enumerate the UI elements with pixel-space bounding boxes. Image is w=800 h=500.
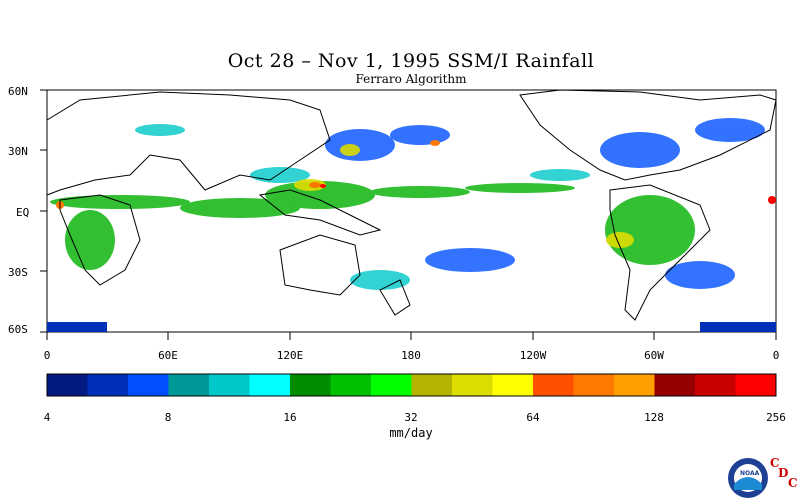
lon-label-180: 180 <box>401 349 421 362</box>
colorbar-label-16: 16 <box>283 411 297 424</box>
colorbar-label-32: 32 <box>404 411 418 424</box>
colorbar-label-128: 128 <box>644 411 664 424</box>
map-title: Oct 28 – Nov 1, 1995 SSM/I Rainfall <box>227 50 595 72</box>
lat-label-60n: 60N <box>8 85 28 98</box>
colorbar-label-64: 64 <box>526 411 540 424</box>
noaa-logo-text: NOAA <box>740 470 760 477</box>
lon-label-120e: 120E <box>276 349 304 362</box>
colorbar-swatch <box>87 374 129 396</box>
colorbar-frame <box>46 373 777 397</box>
colorbar-swatch <box>654 374 696 396</box>
colorbar-units: mm/day <box>389 426 433 440</box>
colorbar-swatch <box>411 374 453 396</box>
lat-label-60s: 60S <box>8 323 28 336</box>
colorbar-swatch <box>695 374 736 396</box>
lat-label-eq: EQ <box>16 206 30 219</box>
colorbar-swatch <box>735 374 777 396</box>
noaa-logo <box>728 458 768 498</box>
lon-label-60w: 60W <box>644 349 664 362</box>
cdc-letter-d: D <box>778 466 789 480</box>
cdc-letter-c2: C <box>788 476 798 490</box>
map-subtitle: Ferraro Algorithm <box>355 72 467 86</box>
lat-label-30n: 30N <box>8 145 28 158</box>
colorbar-swatch <box>128 374 169 396</box>
colorbar-swatch <box>290 374 331 396</box>
colorbar-label-256: 256 <box>766 411 786 424</box>
colorbar-swatch <box>452 374 493 396</box>
colorbar <box>47 374 777 396</box>
coastlines <box>46 89 777 321</box>
colorbar-swatch <box>573 374 615 396</box>
lon-ticks <box>46 332 777 340</box>
colorbar-swatch <box>492 374 534 396</box>
lon-label-0: 0 <box>43 349 51 362</box>
colorbar-swatch <box>168 374 210 396</box>
colorbar-swatch <box>209 374 250 396</box>
lon-label-60e: 60E <box>158 349 178 362</box>
lat-label-30s: 30S <box>8 266 28 279</box>
lon-label-0-east: 0 <box>772 349 780 362</box>
colorbar-swatch <box>330 374 372 396</box>
colorbar-label-8: 8 <box>164 411 172 424</box>
colorbar-swatch <box>47 374 88 396</box>
colorbar-swatch <box>614 374 655 396</box>
colorbar-swatch <box>249 374 291 396</box>
colorbar-swatch <box>533 374 574 396</box>
lon-label-120w: 120W <box>519 349 547 362</box>
colorbar-label-4: 4 <box>43 411 51 424</box>
lat-ticks <box>40 89 47 333</box>
cdc-letter-c1: C <box>770 456 780 470</box>
antarctica-fill <box>47 322 107 332</box>
colorbar-swatch <box>371 374 412 396</box>
